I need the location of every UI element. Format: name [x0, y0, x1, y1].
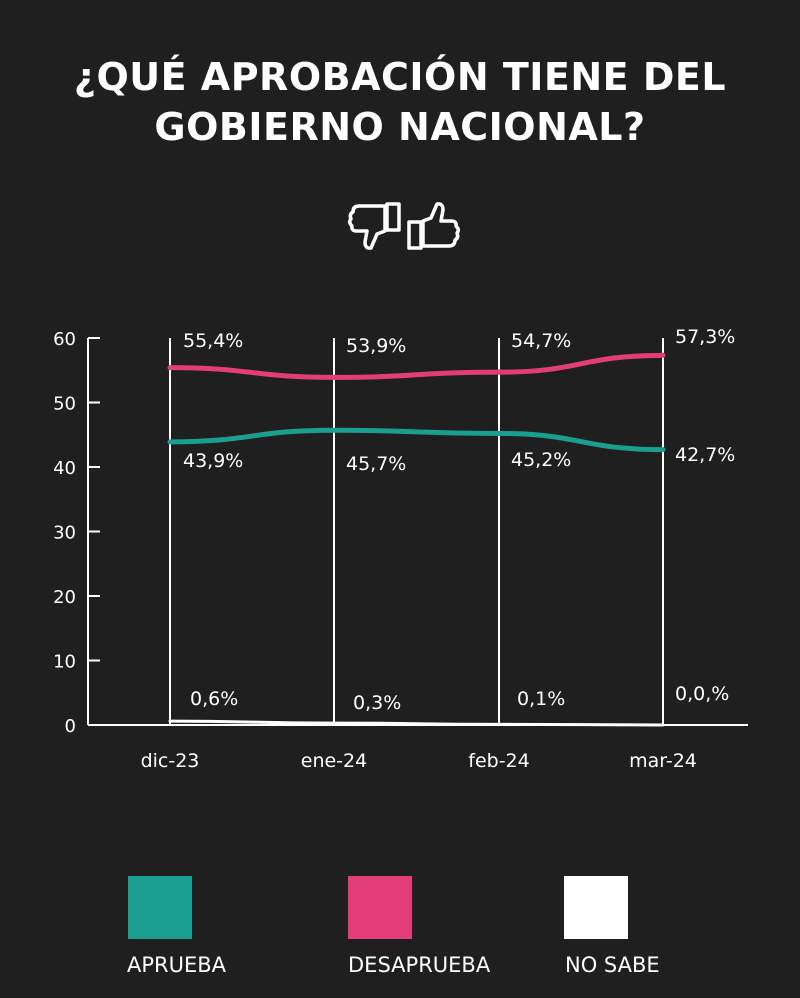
chart-title-line-2: GOBIERNO NACIONAL?: [154, 105, 646, 149]
chart-title-line-1: ¿QUÉ APROBACIÓN TIENE DEL: [73, 55, 727, 99]
y-tick-label: 50: [53, 394, 76, 415]
data-label-no_sabe: 0,3%: [353, 692, 401, 714]
x-tick-label: mar-24: [629, 750, 697, 772]
data-label-no_sabe: 0,1%: [517, 688, 565, 710]
data-label-aprueba: 42,7%: [675, 444, 735, 466]
data-label-aprueba: 43,9%: [183, 450, 243, 472]
data-label-no_sabe: 0,0,%: [675, 683, 729, 705]
chart-title: ¿QUÉ APROBACIÓN TIENE DEL GOBIERNO NACIO…: [0, 52, 800, 152]
series-line-aprueba: [167, 427, 666, 453]
data-label-desaprueba: 57,3%: [675, 326, 735, 348]
data-label-desaprueba: 54,7%: [511, 330, 571, 352]
data-label-desaprueba: 53,9%: [346, 335, 406, 357]
x-tick-label: dic-23: [141, 750, 200, 772]
data-label-aprueba: 45,2%: [511, 449, 571, 471]
y-tick-label: 60: [53, 329, 76, 350]
x-tick-label: ene-24: [301, 750, 367, 772]
data-label-no_sabe: 0,6%: [190, 688, 238, 710]
data-label-desaprueba: 55,4%: [183, 330, 243, 352]
y-tick-label: 20: [53, 587, 76, 608]
thumbs-down-icon: [347, 202, 401, 250]
data-label-aprueba: 45,7%: [346, 453, 406, 475]
y-tick-label: 40: [53, 458, 76, 479]
y-tick-label: 30: [53, 523, 76, 544]
y-tick-label: 0: [65, 716, 76, 737]
thumbs-icons: [347, 202, 461, 250]
thumbs-up-icon: [407, 202, 461, 250]
y-tick-label: 10: [53, 652, 76, 673]
series-line-desaprueba: [167, 352, 666, 380]
x-tick-label: feb-24: [468, 750, 529, 772]
series-line-no_sabe: [168, 719, 665, 727]
